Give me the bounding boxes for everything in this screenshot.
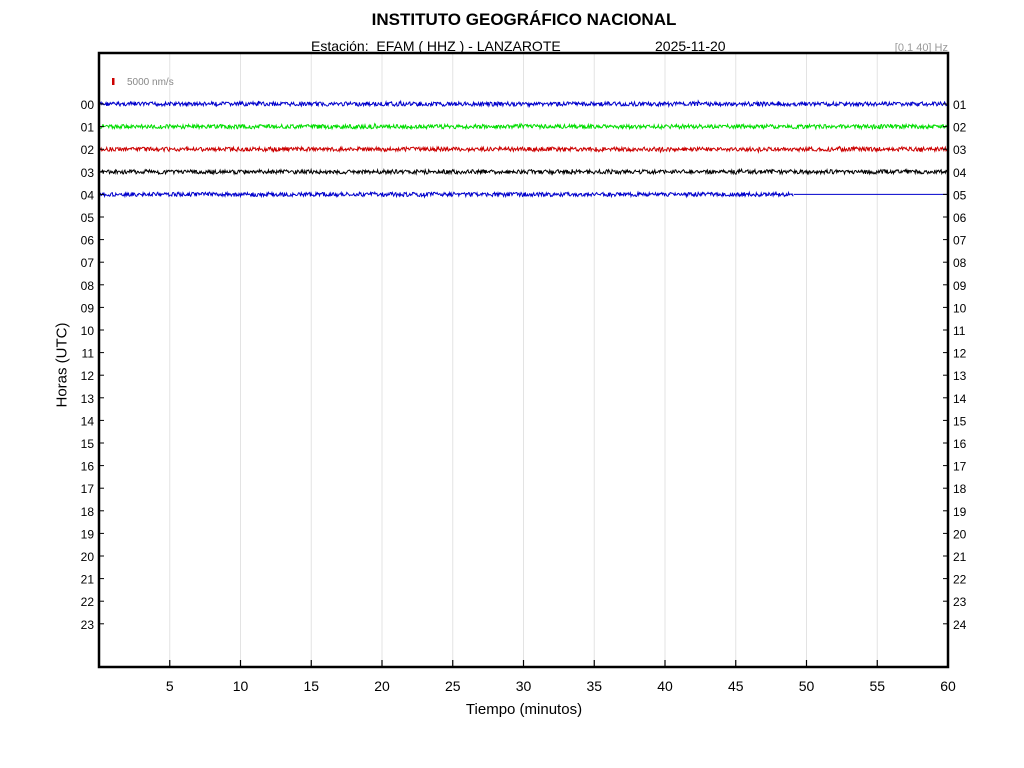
hour-label-right: 12 <box>953 347 967 361</box>
hour-label-right: 21 <box>953 550 967 564</box>
hour-label-left: 14 <box>81 414 95 428</box>
hour-label-right: 10 <box>953 301 967 315</box>
hour-label-left: 03 <box>81 166 95 180</box>
trace-line <box>98 145 948 155</box>
hour-label-right: 16 <box>953 437 967 451</box>
hour-label-left: 04 <box>81 188 95 202</box>
hour-label-right: 20 <box>953 527 967 541</box>
hour-label-right: 08 <box>953 256 967 270</box>
hour-label-left: 18 <box>81 505 95 519</box>
hour-label-right: 24 <box>953 618 967 632</box>
x-tick-label: 60 <box>940 678 956 694</box>
hour-label-right: 09 <box>953 279 967 293</box>
filter-label: [0.1 40] Hz <box>894 42 948 54</box>
hour-label-right: 04 <box>953 166 967 180</box>
station-label: Estación: EFAM ( HHZ ) - LANZAROTE <box>311 38 561 54</box>
hour-label-left: 20 <box>81 550 95 564</box>
hour-label-left: 22 <box>81 595 95 609</box>
hour-label-right: 18 <box>953 482 967 496</box>
hour-label-right: 22 <box>953 573 967 587</box>
grid-layer <box>169 53 878 667</box>
hour-label-right: 15 <box>953 414 967 428</box>
hour-label-left: 21 <box>81 573 95 587</box>
hour-label-right: 23 <box>953 595 967 609</box>
hour-label-left: 15 <box>81 437 95 451</box>
hour-label-left: 08 <box>81 279 95 293</box>
hour-label-right: 13 <box>953 369 967 383</box>
hour-label-right: 03 <box>953 143 967 157</box>
x-tick-label: 55 <box>869 678 885 694</box>
x-tick-label: 20 <box>374 678 390 694</box>
trace-layer <box>98 99 948 199</box>
hour-label-left: 23 <box>81 618 95 632</box>
x-tick-label: 40 <box>657 678 673 694</box>
hour-label-right: 01 <box>953 98 967 112</box>
x-tick-label: 35 <box>586 678 602 694</box>
x-tick-label: 10 <box>233 678 249 694</box>
hour-label-left: 01 <box>81 121 95 135</box>
x-axis-label: Tiempo (minutos) <box>465 701 583 718</box>
hour-label-left: 16 <box>81 460 95 474</box>
plot-frame <box>97 51 950 669</box>
date-label: 2025-11-20 <box>655 38 726 54</box>
hour-label-right: 02 <box>953 121 967 135</box>
hour-label-right: 07 <box>953 234 967 248</box>
hour-label-left: 11 <box>82 347 95 361</box>
trace-line <box>98 190 794 199</box>
trace-line <box>98 99 948 108</box>
x-tick-label: 45 <box>728 678 744 694</box>
hour-label-left: 09 <box>81 301 95 315</box>
trace-line <box>98 122 948 131</box>
hour-label-left: 17 <box>81 482 95 496</box>
x-tick-label: 50 <box>799 678 815 694</box>
hour-label-right: 17 <box>953 460 967 474</box>
hour-label-left: 12 <box>81 369 95 383</box>
trace-line <box>98 167 948 176</box>
hour-label-left: 19 <box>81 527 95 541</box>
scale-bar-icon <box>112 78 115 85</box>
x-tick-label: 5 <box>166 678 174 694</box>
hour-label-left: 07 <box>81 256 95 270</box>
hour-label-right: 06 <box>953 211 967 225</box>
x-tick-label: 30 <box>516 678 532 694</box>
hour-label-right: 14 <box>953 392 967 406</box>
hour-label-left: 00 <box>81 98 95 112</box>
hour-label-left: 02 <box>81 143 95 157</box>
hour-label-left: 06 <box>81 234 95 248</box>
scale-label: 5000 nm/s <box>127 77 174 88</box>
x-tick-label: 25 <box>445 678 461 694</box>
x-tick-label: 15 <box>303 678 319 694</box>
hour-label-right: 11 <box>953 324 966 338</box>
chart-title: INSTITUTO GEOGRÁFICO NACIONAL <box>371 10 677 29</box>
hour-label-left: 13 <box>81 392 95 406</box>
hour-label-left: 10 <box>81 324 95 338</box>
hour-label-left: 05 <box>81 211 95 225</box>
tick-layer: 5 10 15 20 25 30 35 40 45 50 55 60 00 01 02 03 04 05 06 07 0… <box>81 98 967 694</box>
hour-label-right: 19 <box>953 505 967 519</box>
hour-label-right: 05 <box>953 188 967 202</box>
